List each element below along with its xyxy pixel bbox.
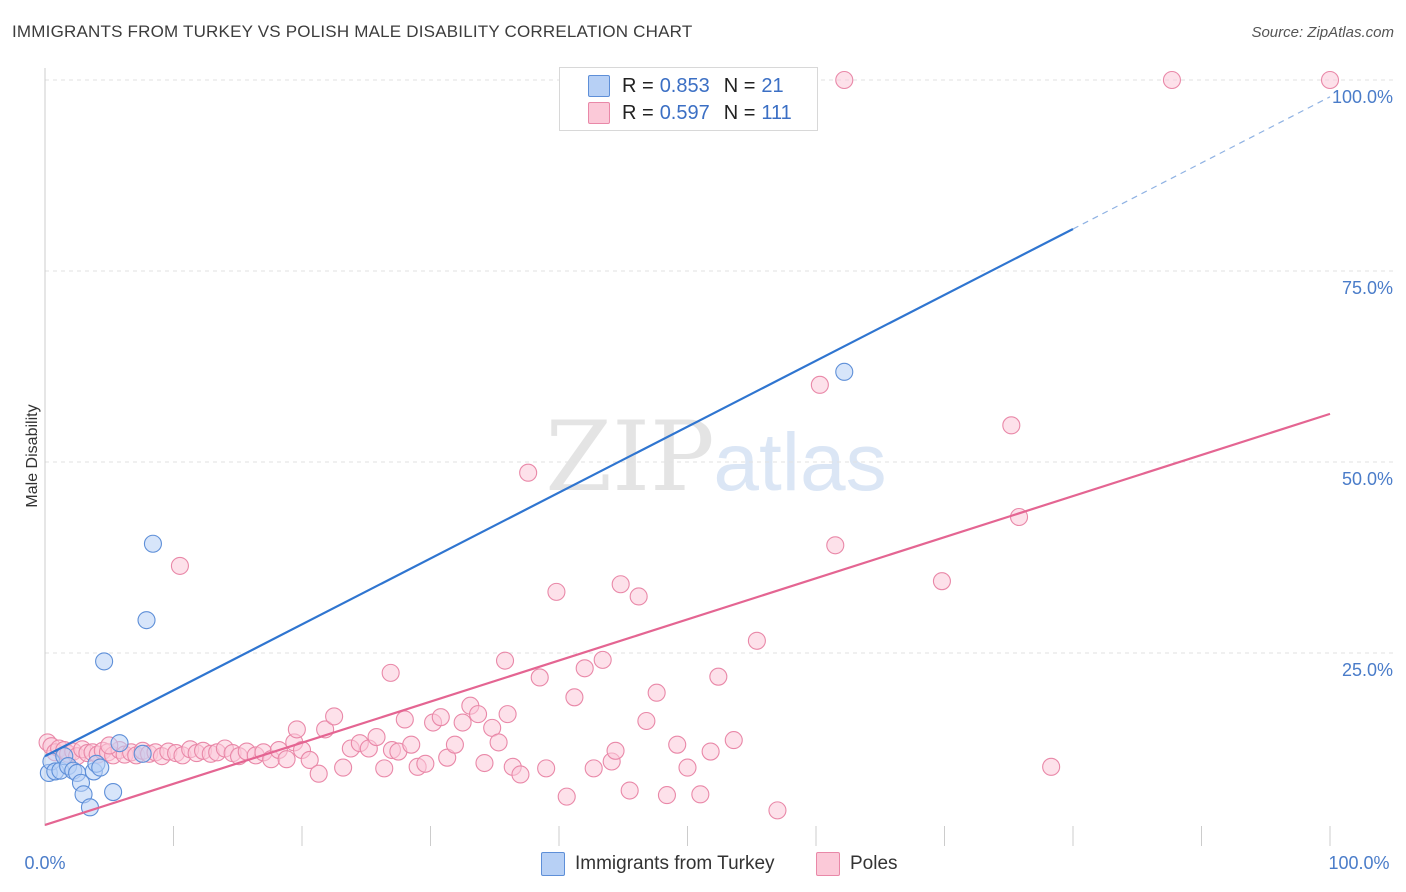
poles-point (287, 720, 306, 739)
x-ticks (173, 826, 1331, 846)
turkey-point (835, 362, 854, 381)
poles-point (691, 785, 710, 804)
poles-point (495, 651, 515, 670)
legend-n-value: 111 (761, 101, 792, 124)
legend-r-value: 0.597 (659, 101, 710, 124)
poles-point (835, 70, 854, 90)
poles-point (468, 705, 488, 724)
poles-point (565, 688, 584, 707)
x-tick-label-100: 100.0% (1328, 853, 1389, 873)
turkey-points (39, 362, 854, 817)
poles-point (678, 758, 697, 777)
poles-point (747, 631, 766, 650)
poles-point (724, 731, 743, 750)
y-tick-label-75: 75.0% (1342, 278, 1393, 298)
poles-point (575, 659, 594, 678)
poles-point (611, 575, 630, 594)
chart-title: IMMIGRANTS FROM TURKEY VS POLISH MALE DI… (12, 22, 693, 41)
trend-lines (44, 96, 1331, 826)
stats-legend: R = 0.853 N = 21 R = 0.597 N = 111 (559, 67, 818, 131)
poles-point (489, 733, 508, 752)
poles-trend-line (44, 412, 1331, 826)
turkey-point (143, 534, 162, 553)
turkey-point (91, 758, 110, 777)
poles-point (584, 759, 603, 778)
bottom-legend-poles: Poles (816, 851, 898, 877)
bottom-legend-turkey: Immigrants from Turkey (541, 851, 775, 877)
legend-swatch-poles (588, 102, 610, 124)
poles-point (309, 764, 328, 783)
legend-row-turkey: R = 0.853 N = 21 (560, 72, 784, 100)
legend-n-label: N = (723, 101, 756, 124)
bottom-legend-label-poles: Poles (850, 853, 898, 874)
poles-point (381, 663, 400, 682)
poles-point (325, 707, 344, 726)
poles-point (416, 754, 435, 773)
poles-point (637, 711, 656, 731)
poles-point (932, 572, 951, 591)
y-tick-label-100: 100.0% (1332, 87, 1393, 107)
y-tick-label-50: 50.0% (1342, 469, 1393, 489)
poles-point (1002, 416, 1021, 435)
poles-point (375, 759, 394, 778)
poles-point (334, 758, 353, 777)
x-tick-label-0: 0.0% (24, 853, 65, 873)
poles-point (277, 750, 296, 769)
poles-point (557, 787, 576, 806)
legend-n-value: 21 (761, 74, 784, 97)
source-label: Source: ZipAtlas.com (1251, 24, 1394, 41)
poles-point (453, 713, 472, 732)
poles-point (395, 710, 414, 729)
poles-point (593, 650, 612, 669)
poles-point (537, 759, 556, 778)
poles-point (709, 667, 728, 686)
poles-point (547, 582, 566, 601)
poles-point (1162, 70, 1181, 90)
turkey-trend-extension (1072, 96, 1331, 230)
turkey-point (104, 782, 123, 802)
poles-point (170, 556, 189, 575)
poles-point (1042, 757, 1061, 776)
bottom-legend-swatch-turkey (541, 852, 565, 876)
legend-n-label: N = (723, 74, 756, 97)
poles-point (826, 536, 845, 555)
turkey-point (95, 652, 114, 671)
gridlines (45, 79, 1395, 654)
poles-point (701, 742, 720, 761)
legend-r-value: 0.853 (659, 74, 710, 97)
poles-point (498, 705, 517, 724)
legend-row-poles: R = 0.597 N = 111 (560, 99, 792, 127)
poles-point (402, 735, 421, 754)
bottom-legend-swatch-poles (816, 852, 840, 876)
poles-point (367, 727, 386, 747)
poles-point (511, 765, 530, 784)
poles-point (657, 786, 676, 805)
poles-point (620, 781, 639, 800)
y-axis-label: Male Disability (24, 404, 41, 507)
poles-point (300, 750, 319, 770)
legend-r-label: R = (622, 74, 654, 97)
poles-point (519, 463, 538, 482)
poles-point (431, 708, 450, 727)
poles-point (530, 668, 549, 687)
turkey-point (137, 611, 156, 630)
y-tick-labels: 100.0% 75.0% 50.0% 25.0% (1332, 87, 1393, 680)
poles-point (768, 801, 787, 820)
poles-point (810, 375, 829, 394)
poles-point (647, 683, 666, 702)
legend-swatch-turkey (588, 75, 610, 97)
poles-point (1320, 70, 1340, 90)
poles-point (475, 753, 494, 773)
y-tick-label-25: 25.0% (1342, 660, 1393, 680)
legend-r-label: R = (622, 101, 654, 124)
turkey-point (133, 744, 152, 763)
turkey-point (110, 734, 129, 753)
bottom-legend-label-turkey: Immigrants from Turkey (575, 853, 775, 874)
turkey-trend-line (44, 228, 1074, 758)
poles-point (668, 735, 687, 754)
poles-point (445, 735, 464, 754)
poles-point (629, 587, 648, 606)
poles-point (606, 741, 625, 760)
